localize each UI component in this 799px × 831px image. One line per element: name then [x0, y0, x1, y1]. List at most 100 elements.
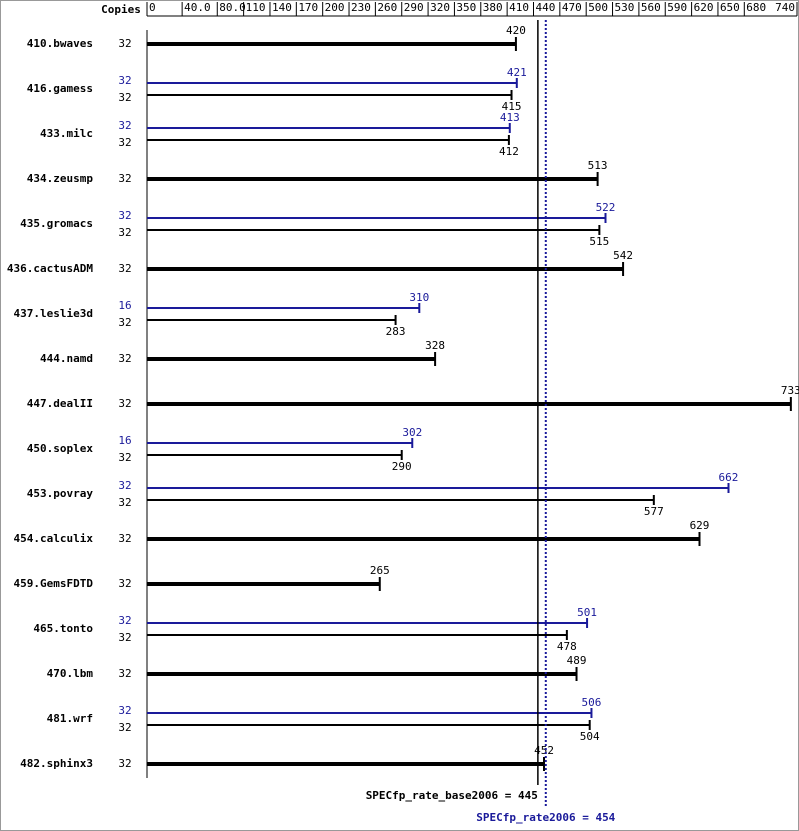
bar [147, 724, 590, 726]
bar [147, 267, 624, 271]
bar [147, 82, 517, 84]
value-label: 283 [386, 325, 406, 338]
copies: 32 [118, 262, 131, 275]
copies: 32 [118, 136, 131, 149]
copies: 32 [118, 209, 131, 222]
bar [147, 712, 592, 714]
x-tick-label: 530 [615, 1, 635, 14]
x-tick-label: 350 [456, 1, 476, 14]
copies: 32 [118, 91, 131, 104]
benchmark-name: 444.namd [40, 352, 93, 365]
value-label: 733 [781, 384, 799, 397]
x-tick-label: 290 [404, 1, 424, 14]
value-label: 577 [644, 505, 664, 518]
bar [147, 319, 396, 321]
bar [147, 177, 598, 181]
value-label: 265 [370, 564, 390, 577]
copies: 32 [118, 721, 131, 734]
reference-label: SPECfp_rate_base2006 = 445 [366, 789, 538, 802]
copies: 32 [118, 479, 131, 492]
value-label: 489 [567, 654, 587, 667]
copies: 32 [118, 397, 131, 410]
copies: 32 [118, 451, 131, 464]
value-label: 513 [588, 159, 608, 172]
value-label: 412 [499, 145, 519, 158]
benchmark-name: 436.cactusADM [7, 262, 93, 275]
value-label: 515 [589, 235, 609, 248]
bar [147, 582, 380, 586]
benchmark-name: 459.GemsFDTD [14, 577, 94, 590]
x-tick-label: 740 [775, 1, 795, 14]
bar [147, 762, 545, 766]
bar [147, 454, 402, 456]
bar [147, 622, 588, 624]
value-label: 542 [613, 249, 633, 262]
copies: 32 [118, 316, 131, 329]
x-tick-label: 410 [509, 1, 529, 14]
x-tick-label: 170 [298, 1, 318, 14]
value-label: 662 [719, 471, 739, 484]
copies: 32 [118, 226, 131, 239]
x-tick-label: 260 [377, 1, 397, 14]
copies: 16 [118, 434, 131, 447]
copies: 32 [118, 704, 131, 717]
value-label: 501 [577, 606, 597, 619]
x-tick-label: 80.0 [219, 1, 246, 14]
bar [147, 537, 700, 541]
copies-header: Copies [101, 3, 141, 16]
copies: 32 [118, 631, 131, 644]
x-tick-label: 500 [588, 1, 608, 14]
x-tick-label: 380 [483, 1, 503, 14]
x-tick-label: 470 [562, 1, 582, 14]
x-tick-label: 620 [694, 1, 714, 14]
reference-label: SPECfp_rate2006 = 454 [476, 811, 615, 824]
x-tick-label: 650 [720, 1, 740, 14]
benchmark-name: 465.tonto [33, 622, 93, 635]
copies: 32 [118, 496, 131, 509]
value-label: 478 [557, 640, 577, 653]
benchmark-name: 416.gamess [27, 82, 93, 95]
value-label: 522 [596, 201, 616, 214]
benchmark-name: 454.calculix [14, 532, 94, 545]
bar [147, 127, 510, 129]
value-label: 415 [502, 100, 522, 113]
x-tick-label: 230 [351, 1, 371, 14]
x-tick-label: 40.0 [184, 1, 211, 14]
benchmark-name: 450.soplex [27, 442, 94, 455]
bar [147, 357, 436, 361]
x-tick-label: 140 [272, 1, 292, 14]
copies: 16 [118, 299, 131, 312]
value-label: 328 [425, 339, 445, 352]
copies: 32 [118, 757, 131, 770]
copies: 32 [118, 532, 131, 545]
benchmark-name: 434.zeusmp [27, 172, 94, 185]
copies: 32 [118, 74, 131, 87]
bar [147, 139, 509, 141]
bar [147, 487, 729, 489]
value-label: 629 [690, 519, 710, 532]
x-tick-label: 680 [746, 1, 766, 14]
value-label: 421 [507, 66, 527, 79]
bar [147, 217, 606, 219]
benchmark-name: 447.dealII [27, 397, 93, 410]
x-tick-label: 560 [641, 1, 661, 14]
copies: 32 [118, 172, 131, 185]
benchmark-name: 453.povray [27, 487, 94, 500]
benchmark-name: 433.milc [40, 127, 93, 140]
bar [147, 672, 577, 676]
x-tick-label: 0 [149, 1, 156, 14]
copies: 32 [118, 37, 131, 50]
value-label: 506 [582, 696, 602, 709]
value-label: 302 [402, 426, 422, 439]
bar [147, 442, 413, 444]
benchmark-name: 410.bwaves [27, 37, 93, 50]
bar [147, 307, 420, 309]
x-tick-label: 320 [430, 1, 450, 14]
copies: 32 [118, 119, 131, 132]
copies: 32 [118, 667, 131, 680]
value-label: 504 [580, 730, 600, 743]
copies: 32 [118, 352, 131, 365]
benchmark-name: 470.lbm [47, 667, 94, 680]
benchmark-name: 435.gromacs [20, 217, 93, 230]
